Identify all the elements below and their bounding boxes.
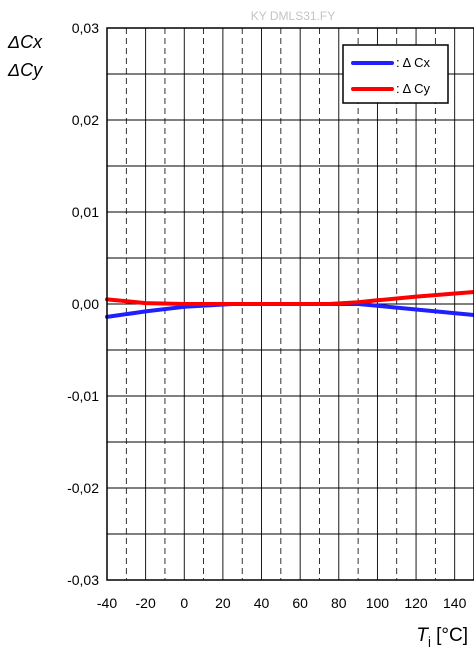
x-axis-label-subscript: j	[427, 634, 431, 647]
x-axis-label-unit: [°C]	[431, 625, 468, 646]
legend-label-cx: : Δ Cx	[396, 55, 430, 70]
series-line-1	[105, 290, 474, 306]
y-axis-label-secondary: ΔCy	[7, 60, 43, 80]
x-tick-label: 120	[404, 595, 428, 611]
y-tick-label: -0,02	[67, 480, 99, 496]
legend-box	[342, 44, 449, 104]
x-tick-label: 100	[366, 595, 390, 611]
legend-label-cy: : Δ Cy	[396, 81, 430, 96]
y-tick-label: -0,03	[67, 572, 99, 588]
y-tick-label: 0,01	[72, 204, 99, 220]
x-axis-label: Tj [°C]	[416, 625, 468, 647]
tick-labels: -40 -20 0 20 40 60 80 100 120 140 -0,03 -0,02 -0,01 0…	[67, 20, 466, 611]
plot-frame	[106, 27, 474, 581]
x-tick-label: 80	[331, 595, 347, 611]
x-tick-label: 60	[292, 595, 308, 611]
y-tick-label: -0,01	[67, 388, 99, 404]
y-tick-label: 0,02	[72, 112, 99, 128]
x-tick-label: 40	[254, 595, 270, 611]
x-axis-label-var: T	[416, 625, 429, 646]
x-tick-label: 20	[215, 595, 231, 611]
x-tick-label: 0	[180, 595, 188, 611]
x-tick-label: -40	[97, 595, 117, 611]
series-lines	[105, 290, 474, 319]
x-tick-label: 140	[443, 595, 467, 611]
x-tick-label: -20	[136, 595, 156, 611]
legend: : Δ Cx : Δ Cy	[342, 44, 449, 104]
y-tick-label: 0,03	[72, 20, 99, 36]
y-tick-label: 0,00	[72, 296, 99, 312]
watermark-text: KY DMLS31.FY	[251, 9, 335, 23]
y-axis-label: ΔCx	[7, 32, 43, 52]
